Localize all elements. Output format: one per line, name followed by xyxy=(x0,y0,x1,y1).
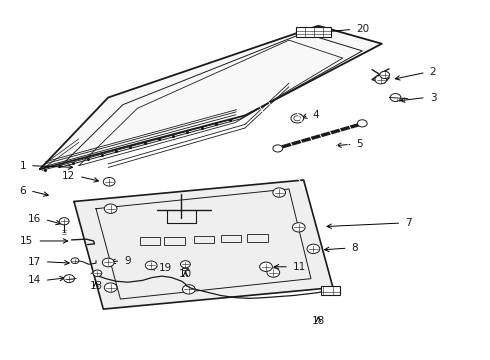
Circle shape xyxy=(380,71,390,78)
Circle shape xyxy=(357,120,367,127)
Text: 17: 17 xyxy=(27,257,41,267)
Text: 16: 16 xyxy=(27,215,41,224)
Text: 12: 12 xyxy=(62,171,75,181)
Text: 2: 2 xyxy=(430,67,436,77)
Circle shape xyxy=(104,283,117,292)
Circle shape xyxy=(104,204,117,213)
Text: 5: 5 xyxy=(356,139,363,149)
Bar xyxy=(321,286,340,296)
Text: 6: 6 xyxy=(20,186,26,196)
Circle shape xyxy=(146,261,157,270)
Circle shape xyxy=(273,188,286,197)
Text: 15: 15 xyxy=(20,236,33,246)
Bar xyxy=(194,235,214,243)
Text: 10: 10 xyxy=(179,269,192,279)
Circle shape xyxy=(59,218,69,225)
Circle shape xyxy=(375,75,387,84)
Circle shape xyxy=(307,244,320,253)
Bar xyxy=(140,237,160,245)
Circle shape xyxy=(71,258,79,264)
Text: 13: 13 xyxy=(89,281,102,291)
Bar xyxy=(296,27,331,37)
Circle shape xyxy=(103,177,115,186)
Circle shape xyxy=(267,268,280,277)
Text: 20: 20 xyxy=(356,24,369,35)
Circle shape xyxy=(102,258,114,267)
Text: 1: 1 xyxy=(20,161,26,171)
Text: 14: 14 xyxy=(27,275,41,285)
Bar xyxy=(164,237,185,245)
Circle shape xyxy=(293,223,305,232)
Circle shape xyxy=(93,270,102,276)
Circle shape xyxy=(182,285,195,294)
Text: 3: 3 xyxy=(430,93,436,103)
Bar xyxy=(220,234,241,242)
Polygon shape xyxy=(74,180,333,309)
Text: 19: 19 xyxy=(159,263,172,273)
Text: 18: 18 xyxy=(312,316,325,325)
Circle shape xyxy=(390,94,401,102)
Text: 9: 9 xyxy=(124,256,131,266)
Text: 4: 4 xyxy=(313,111,319,121)
Circle shape xyxy=(273,145,283,152)
Bar xyxy=(247,234,268,242)
Bar xyxy=(182,267,188,270)
Text: 7: 7 xyxy=(405,218,412,228)
Circle shape xyxy=(291,114,304,123)
Text: 8: 8 xyxy=(351,243,358,253)
Circle shape xyxy=(64,275,74,283)
Circle shape xyxy=(180,261,190,268)
Circle shape xyxy=(260,262,272,271)
Text: 11: 11 xyxy=(293,262,306,272)
Polygon shape xyxy=(40,26,382,169)
